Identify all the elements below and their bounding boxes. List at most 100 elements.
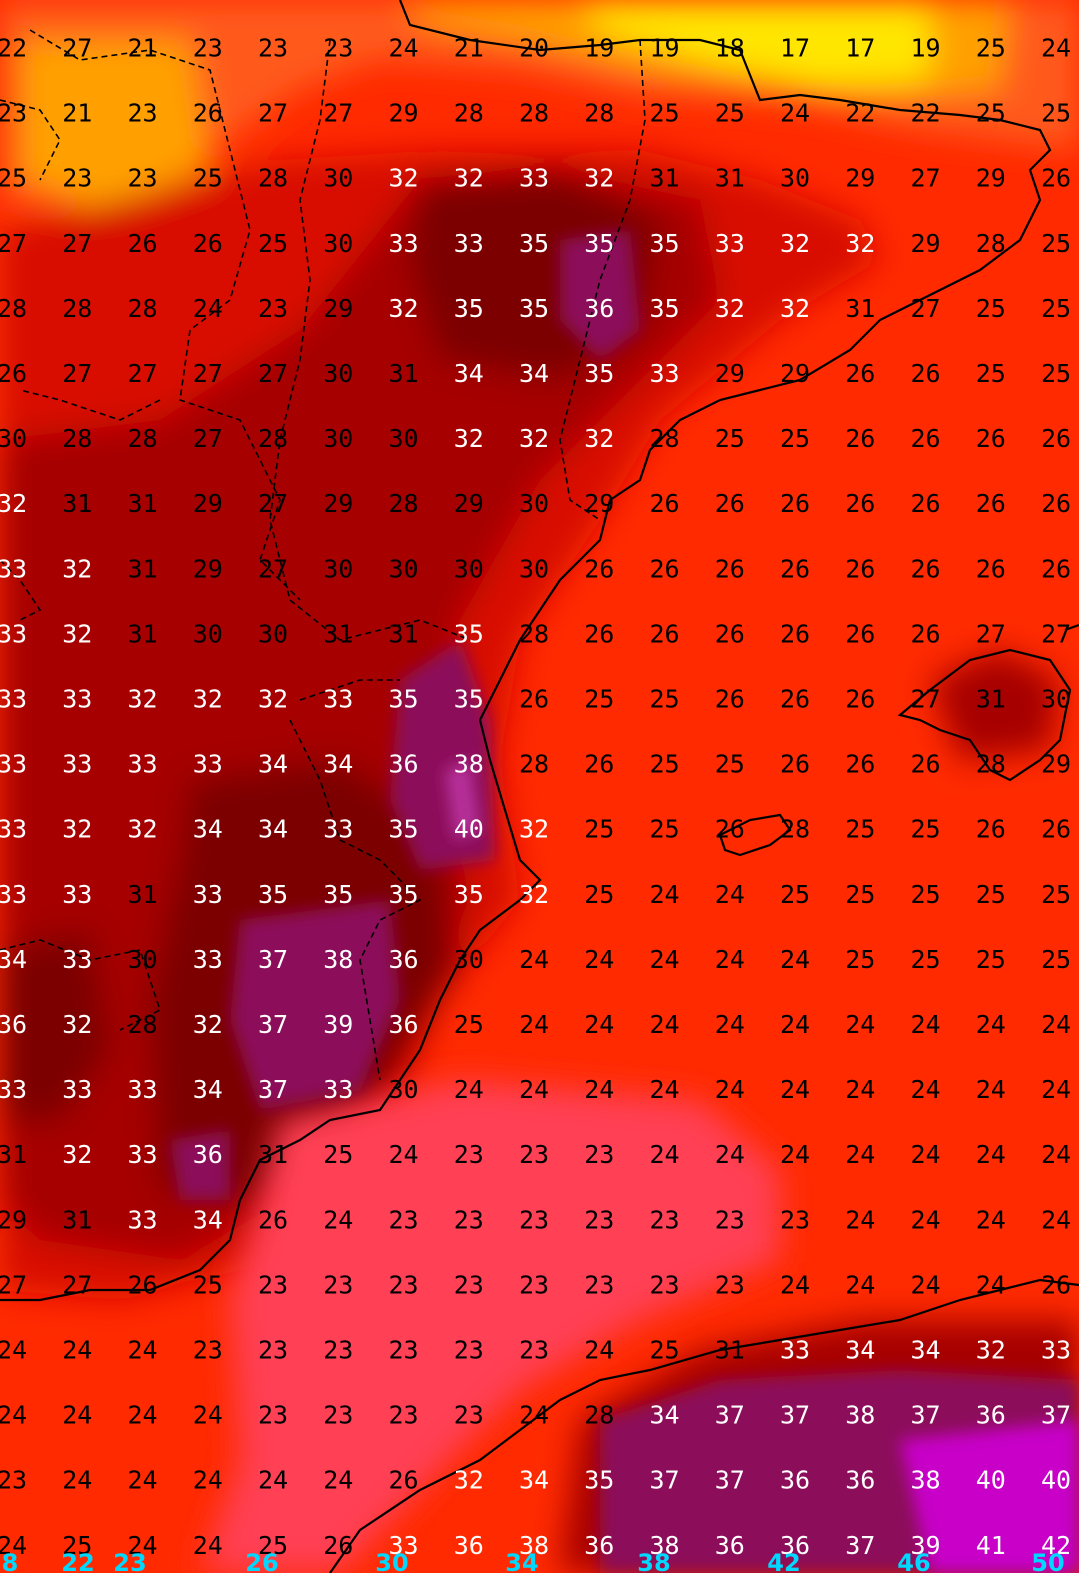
temp-value-r15-c3: 32 xyxy=(193,1010,223,1039)
peak-zone-africa xyxy=(900,1420,1079,1573)
temp-value-r18-c1: 31 xyxy=(62,1205,92,1234)
temp-value-r5-c12: 29 xyxy=(780,359,810,388)
temp-value-r0-c8: 20 xyxy=(519,34,549,63)
temp-value-r10-c10: 25 xyxy=(649,685,679,714)
temp-value-r14-c1: 33 xyxy=(62,945,92,974)
temp-value-r5-c5: 30 xyxy=(323,359,353,388)
extreme-zone-murcia xyxy=(230,900,400,1110)
temp-value-r4-c4: 23 xyxy=(258,294,288,323)
temp-value-r5-c4: 27 xyxy=(258,359,288,388)
temp-value-r8-c2: 31 xyxy=(127,554,157,583)
temp-value-r10-c5: 33 xyxy=(323,685,353,714)
temp-value-r5-c2: 27 xyxy=(127,359,157,388)
temp-value-r7-c3: 29 xyxy=(193,489,223,518)
temp-value-r4-c8: 35 xyxy=(519,294,549,323)
temp-value-r6-c11: 25 xyxy=(715,424,745,453)
temp-value-r0-c14: 19 xyxy=(910,34,940,63)
temp-value-r14-c4: 37 xyxy=(258,945,288,974)
temp-value-r15-c7: 25 xyxy=(454,1010,484,1039)
temp-value-r23-c0: 24 xyxy=(0,1531,27,1560)
temp-value-r23-c3: 24 xyxy=(193,1531,223,1560)
temp-value-r6-c14: 26 xyxy=(910,424,940,453)
temp-value-r19-c11: 23 xyxy=(715,1270,745,1299)
temp-value-r15-c2: 28 xyxy=(127,1010,157,1039)
temp-value-r11-c14: 26 xyxy=(910,750,940,779)
temp-value-r23-c1: 25 xyxy=(62,1531,92,1560)
temp-value-r15-c13: 24 xyxy=(845,1010,875,1039)
temp-value-r4-c9: 36 xyxy=(584,294,614,323)
tick-label-6: 38 xyxy=(637,1549,670,1573)
temp-value-r19-c5: 23 xyxy=(323,1270,353,1299)
temp-value-r10-c15: 31 xyxy=(976,685,1006,714)
temp-value-r16-c14: 24 xyxy=(910,1075,940,1104)
temp-value-r5-c0: 26 xyxy=(0,359,27,388)
temp-value-r8-c3: 29 xyxy=(193,554,223,583)
temp-value-r20-c16: 33 xyxy=(1041,1336,1071,1365)
temp-value-r4-c14: 27 xyxy=(910,294,940,323)
temp-value-r21-c1: 24 xyxy=(62,1401,92,1430)
temp-value-r13-c8: 32 xyxy=(519,880,549,909)
temp-value-r2-c6: 32 xyxy=(388,164,418,193)
border-3 xyxy=(29,29,301,601)
temp-value-r18-c8: 23 xyxy=(519,1205,549,1234)
temp-value-r1-c7: 28 xyxy=(454,99,484,128)
temp-value-r12-c6: 35 xyxy=(388,815,418,844)
temp-value-r11-c7: 38 xyxy=(454,750,484,779)
temp-value-r16-c13: 24 xyxy=(845,1075,875,1104)
temp-value-r10-c14: 27 xyxy=(910,685,940,714)
temp-value-r3-c13: 32 xyxy=(845,229,875,258)
temp-value-r17-c15: 24 xyxy=(976,1140,1006,1169)
peak-zone-valencia xyxy=(445,760,480,840)
temp-value-r15-c11: 24 xyxy=(715,1010,745,1039)
temp-value-r22-c4: 24 xyxy=(258,1466,288,1495)
temp-value-r6-c15: 26 xyxy=(976,424,1006,453)
temp-value-r20-c14: 34 xyxy=(910,1336,940,1365)
temp-value-r3-c6: 33 xyxy=(388,229,418,258)
temp-value-r19-c1: 27 xyxy=(62,1270,92,1299)
temp-value-r14-c3: 33 xyxy=(193,945,223,974)
temp-value-r0-c4: 23 xyxy=(258,34,288,63)
temp-value-r20-c12: 33 xyxy=(780,1336,810,1365)
temp-value-r3-c3: 26 xyxy=(193,229,223,258)
temp-value-r6-c9: 32 xyxy=(584,424,614,453)
temp-value-r0-c6: 24 xyxy=(388,34,418,63)
temp-value-r11-c3: 33 xyxy=(193,750,223,779)
border-1 xyxy=(559,39,646,521)
temp-value-r0-c0: 22 xyxy=(0,34,27,63)
temp-value-r10-c8: 26 xyxy=(519,685,549,714)
temp-value-r2-c12: 30 xyxy=(780,164,810,193)
temp-value-r12-c15: 26 xyxy=(976,815,1006,844)
temp-value-r21-c4: 23 xyxy=(258,1401,288,1430)
bottom-tick-labels: 8 22 23 26 30 34 38 42 46 50 xyxy=(2,1549,1065,1573)
temp-value-r9-c11: 26 xyxy=(715,619,745,648)
temp-value-r4-c3: 24 xyxy=(193,294,223,323)
temp-value-r22-c0: 23 xyxy=(0,1466,27,1495)
temp-value-r18-c5: 24 xyxy=(323,1205,353,1234)
temp-value-r9-c2: 31 xyxy=(127,619,157,648)
temp-value-r22-c14: 38 xyxy=(910,1466,940,1495)
temp-value-r3-c0: 27 xyxy=(0,229,27,258)
temp-value-r3-c12: 32 xyxy=(780,229,810,258)
temp-value-r11-c10: 25 xyxy=(649,750,679,779)
temp-value-r9-c7: 35 xyxy=(454,619,484,648)
sea-pink-zone xyxy=(200,1080,780,1573)
temp-value-r0-c11: 18 xyxy=(715,34,745,63)
temp-value-r23-c14: 39 xyxy=(910,1531,940,1560)
temp-value-r7-c7: 29 xyxy=(454,489,484,518)
border-8 xyxy=(0,559,42,621)
temp-value-r6-c13: 26 xyxy=(845,424,875,453)
temp-value-r2-c4: 28 xyxy=(258,164,288,193)
temp-value-r6-c1: 28 xyxy=(62,424,92,453)
temp-value-r5-c3: 27 xyxy=(193,359,223,388)
temp-value-r15-c1: 32 xyxy=(62,1010,92,1039)
temp-value-r0-c5: 23 xyxy=(323,34,353,63)
temp-value-r5-c9: 35 xyxy=(584,359,614,388)
temp-value-r12-c2: 32 xyxy=(127,815,157,844)
temp-value-r16-c5: 33 xyxy=(323,1075,353,1104)
temp-value-r18-c12: 23 xyxy=(780,1205,810,1234)
temp-value-r9-c3: 30 xyxy=(193,619,223,648)
temp-value-r4-c10: 35 xyxy=(649,294,679,323)
temp-value-r3-c15: 28 xyxy=(976,229,1006,258)
temp-value-r22-c7: 32 xyxy=(454,1466,484,1495)
